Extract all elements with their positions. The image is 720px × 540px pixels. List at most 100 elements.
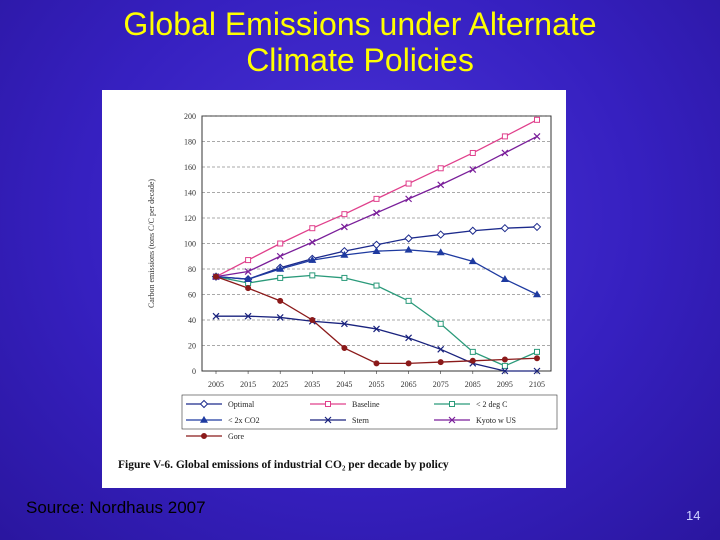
data-point — [340, 320, 348, 328]
slide-title-line2: Climate Policies — [246, 42, 474, 78]
y-tick-label: 140 — [184, 189, 196, 198]
data-point — [244, 312, 252, 320]
x-tick-label: 2065 — [401, 380, 417, 389]
legend-marker — [449, 401, 455, 407]
data-point — [309, 272, 316, 279]
y-tick-label: 0 — [192, 367, 196, 376]
data-point — [245, 257, 252, 264]
data-point — [405, 195, 413, 203]
data-point — [501, 149, 509, 157]
legend-marker — [325, 401, 331, 407]
data-point — [533, 367, 541, 375]
data-point — [468, 257, 477, 265]
data-point — [340, 223, 348, 231]
x-tick-label: 2035 — [304, 380, 320, 389]
data-point — [308, 238, 316, 246]
data-point — [534, 348, 540, 355]
data-point — [532, 290, 542, 298]
data-point — [277, 274, 284, 281]
x-tick-label: 2015 — [240, 380, 256, 389]
data-point — [373, 360, 380, 367]
y-tick-label: 80 — [188, 265, 196, 274]
data-point — [277, 297, 284, 304]
legend-label: Kyoto w US — [476, 416, 516, 425]
y-tick-label: 20 — [188, 342, 196, 351]
data-point — [309, 225, 316, 232]
source-note: Source: Nordhaus 2007 — [26, 498, 206, 517]
y-tick-label: 160 — [184, 163, 196, 172]
y-tick-label: 200 — [184, 112, 196, 121]
data-point — [436, 230, 445, 239]
data-point — [404, 245, 413, 253]
x-tick-label: 2045 — [336, 380, 352, 389]
x-tick-label: 2055 — [369, 380, 385, 389]
data-point — [469, 166, 477, 173]
data-point — [212, 312, 220, 320]
data-point — [405, 360, 412, 367]
data-point — [532, 222, 542, 232]
data-point — [404, 234, 413, 243]
figure-caption: Figure V-6. Global emissions of industri… — [118, 459, 449, 471]
x-tick-label: 2095 — [497, 380, 513, 389]
y-tick-label: 40 — [188, 316, 196, 325]
data-point — [437, 320, 444, 327]
legend-label: Stern — [352, 416, 369, 425]
data-point — [437, 345, 445, 353]
data-point — [276, 314, 284, 321]
data-point — [469, 348, 476, 355]
x-tick-label: 2105 — [529, 380, 545, 389]
data-point — [437, 165, 444, 172]
data-point — [469, 357, 476, 364]
data-point — [244, 268, 252, 275]
data-point — [405, 334, 413, 342]
data-point — [437, 359, 444, 366]
slide-title-line1: Global Emissions under Alternate — [123, 6, 597, 42]
y-tick-label: 180 — [184, 138, 196, 147]
data-point — [213, 273, 219, 280]
x-tick-label: 2075 — [433, 380, 449, 389]
data-point — [534, 116, 540, 123]
data-point — [373, 282, 380, 289]
data-point — [372, 247, 381, 254]
data-point — [405, 180, 412, 187]
legend-box — [181, 394, 558, 430]
legend-marker — [448, 416, 456, 424]
data-point — [469, 149, 476, 156]
data-point — [341, 345, 348, 352]
x-tick-label: 2085 — [465, 380, 481, 389]
x-tick-label: 2005 — [208, 380, 224, 389]
data-point — [373, 209, 380, 217]
data-point — [309, 317, 316, 323]
legend-label: Gore — [228, 432, 244, 441]
data-point — [276, 264, 285, 272]
data-point — [534, 355, 540, 362]
y-tick-label: 120 — [184, 214, 196, 223]
data-point — [340, 250, 349, 258]
data-point — [500, 275, 509, 282]
data-point — [373, 195, 380, 202]
legend-marker — [199, 415, 209, 423]
data-point — [245, 285, 252, 292]
legend-label: < 2 deg C — [476, 400, 507, 409]
data-point — [308, 255, 317, 263]
data-point — [341, 274, 348, 281]
data-point — [436, 248, 445, 256]
data-point — [533, 132, 541, 140]
data-point — [437, 181, 445, 189]
data-point — [405, 297, 412, 304]
y-axis-label: Carbon emissions (tons C/C per decade) — [147, 179, 156, 308]
data-point — [276, 252, 284, 260]
legend-label: Baseline — [352, 400, 380, 409]
legend-marker — [199, 399, 209, 409]
data-point — [468, 226, 478, 235]
slide-title: Global Emissions under Alternate Climate… — [40, 6, 680, 78]
legend-label: < 2x CO2 — [228, 416, 260, 425]
y-tick-label: 100 — [184, 240, 196, 249]
emissions-line-chart: 0 20 40 60 80 100 120 140 160 180 200 2005 2015 2025 2… — [118, 112, 558, 471]
y-tick-label: 60 — [188, 291, 196, 300]
legend-marker — [324, 416, 332, 424]
legend-label: Optimal — [228, 400, 255, 409]
x-tick-label: 2025 — [272, 380, 288, 389]
chart-figure: 0 20 40 60 80 100 120 140 160 180 200 2005 2015 2025 2… — [102, 90, 566, 488]
page-number: 14 — [686, 508, 701, 523]
